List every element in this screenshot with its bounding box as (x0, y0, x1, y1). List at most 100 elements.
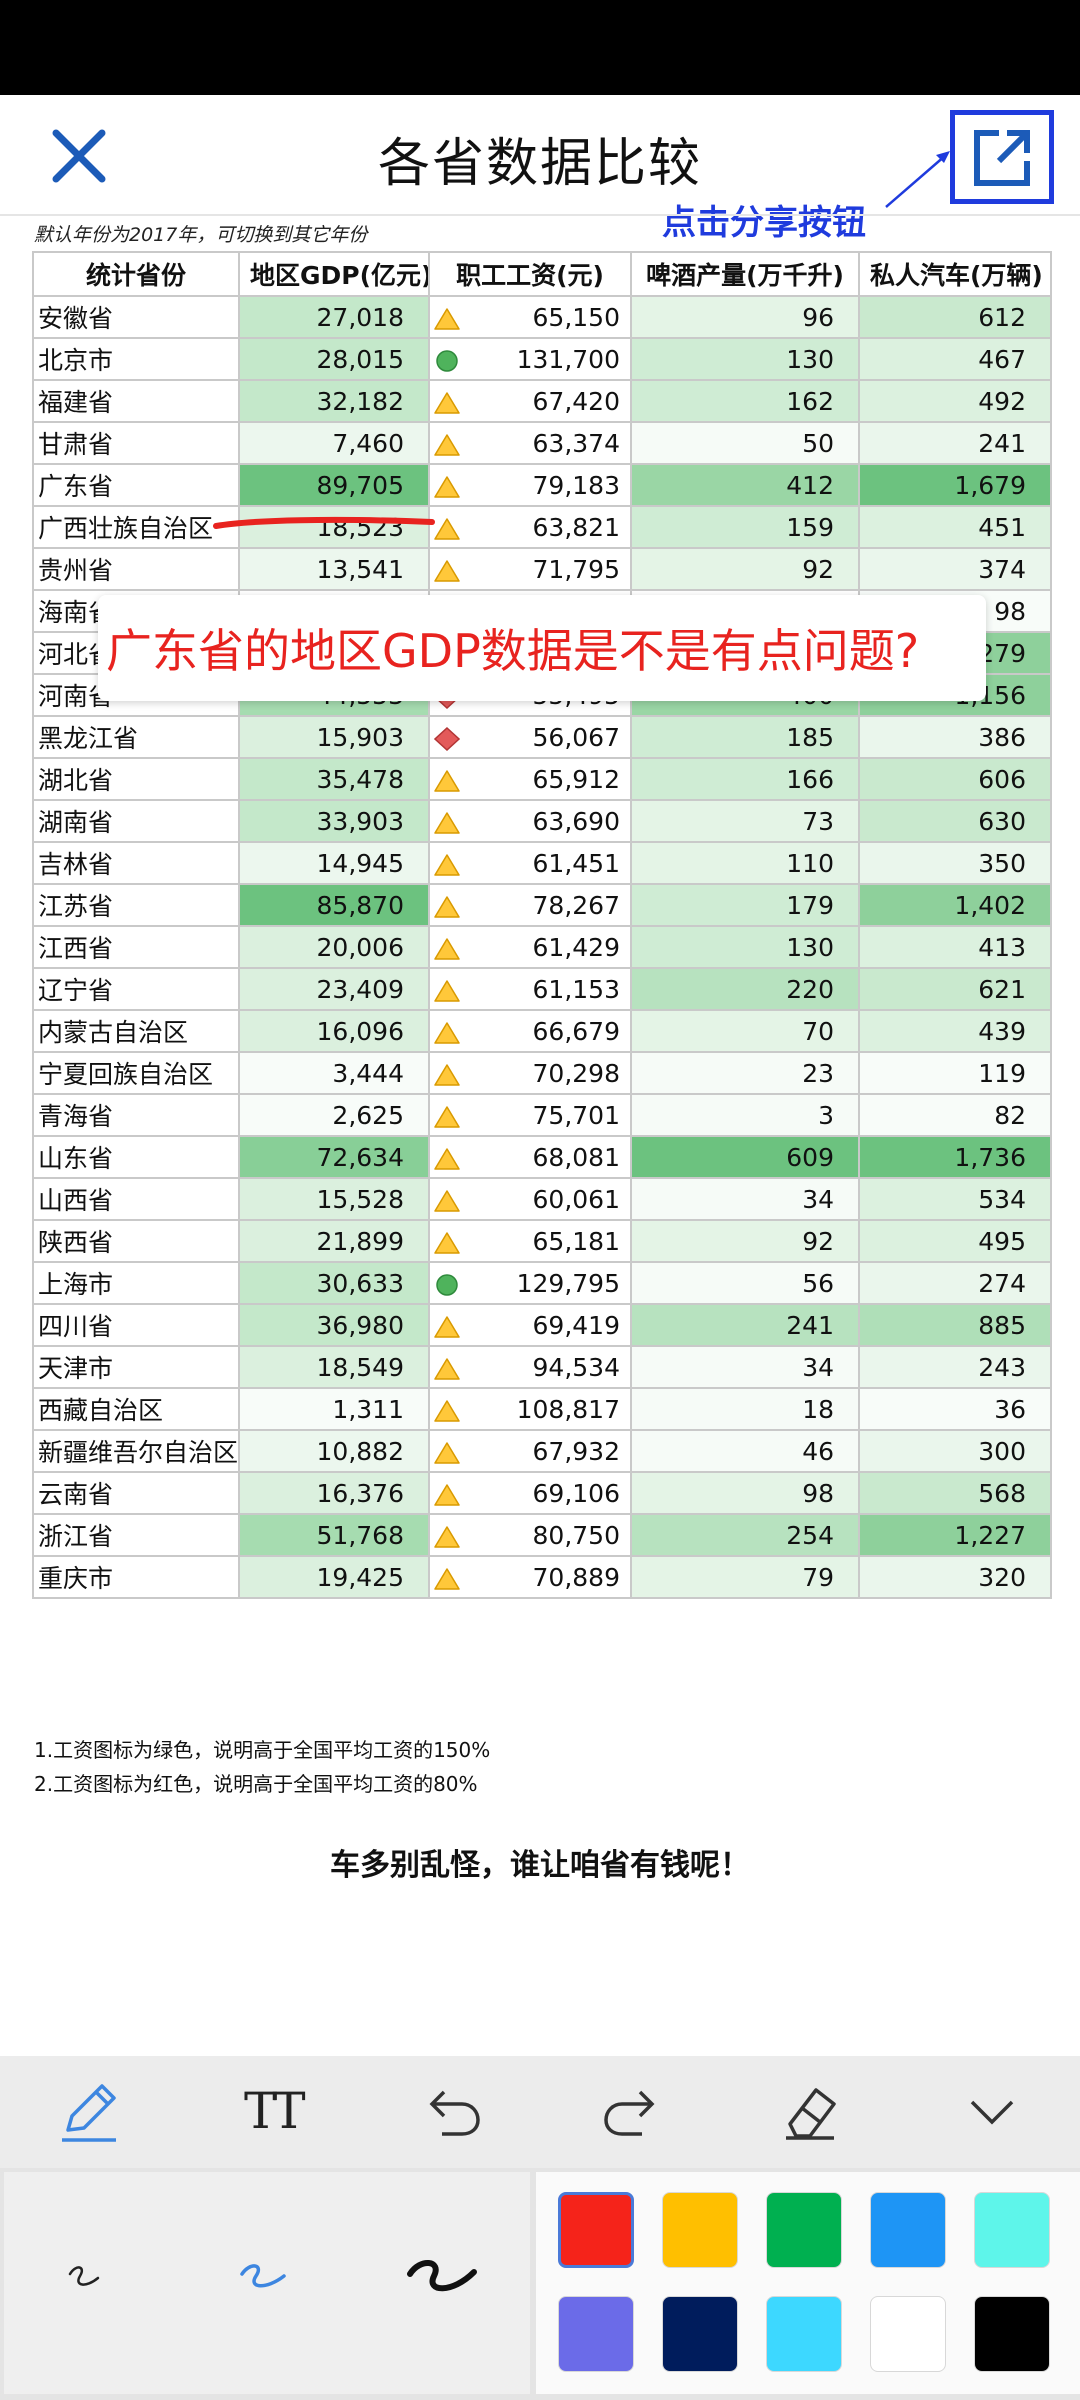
eraser-icon (786, 2088, 836, 2140)
cars-value: 82 (858, 1093, 1052, 1137)
beer-value: 166 (630, 757, 860, 801)
beer-value: 159 (630, 505, 860, 549)
gdp-value: 15,903 (238, 715, 430, 759)
wage-value: 61,153 (532, 974, 620, 1004)
province-name: 江西省 (32, 925, 240, 969)
wage-cell: 61,451 (428, 841, 632, 885)
wage-cell: 63,690 (428, 799, 632, 843)
warning-triangle-icon (434, 937, 460, 961)
wage-value: 63,821 (532, 512, 620, 542)
table-row: 四川省 36,980 69,419 241 885 (32, 1303, 1052, 1347)
wage-value: 68,081 (532, 1142, 620, 1172)
cars-value: 300 (858, 1429, 1052, 1473)
province-name: 重庆市 (32, 1555, 240, 1599)
cars-value: 386 (858, 715, 1052, 759)
province-name: 天津市 (32, 1345, 240, 1389)
warning-triangle-icon (434, 1483, 460, 1507)
share-button[interactable] (950, 110, 1054, 204)
color-picker (536, 2172, 1080, 2394)
province-name: 辽宁省 (32, 967, 240, 1011)
warning-triangle-icon (434, 895, 460, 919)
warning-triangle-icon (434, 1399, 460, 1423)
wage-value: 75,701 (532, 1100, 620, 1130)
gdp-value: 19,425 (238, 1555, 430, 1599)
wage-value: 65,150 (532, 302, 620, 332)
gdp-value: 32,182 (238, 379, 430, 423)
redo-button[interactable] (596, 2076, 668, 2148)
pen-size-thin[interactable] (46, 2242, 136, 2312)
green-circle-icon (434, 349, 460, 373)
thick-stroke-icon (407, 2260, 477, 2292)
undo-button[interactable] (416, 2076, 488, 2148)
color-swatch[interactable] (558, 2192, 634, 2268)
pencil-tool-button[interactable] (54, 2076, 126, 2148)
table-row: 重庆市 19,425 70,889 79 320 (32, 1555, 1052, 1599)
wage-value: 69,106 (532, 1478, 620, 1508)
cars-value: 606 (858, 757, 1052, 801)
table-header-row: 统计省份 地区GDP(亿元) 职工工资(元) 啤酒产量(万千升) 私人汽车(万辆… (32, 251, 1052, 297)
text-size-icon[interactable]: TT (244, 2082, 306, 2140)
color-swatch[interactable] (662, 2192, 738, 2268)
eraser-button[interactable] (774, 2076, 846, 2148)
color-swatch[interactable] (662, 2296, 738, 2372)
gdp-value: 15,528 (238, 1177, 430, 1221)
wage-cell: 79,183 (428, 463, 632, 507)
beer-value: 46 (630, 1429, 860, 1473)
undo-icon (429, 2090, 480, 2136)
color-swatch[interactable] (974, 2192, 1050, 2268)
color-swatch[interactable] (558, 2296, 634, 2372)
warning-triangle-icon (434, 1441, 460, 1465)
color-swatch[interactable] (870, 2192, 946, 2268)
warning-triangle-icon (434, 1147, 460, 1171)
header-divider (0, 214, 1080, 216)
table-row: 湖南省 33,903 63,690 73 630 (32, 799, 1052, 843)
wage-cell: 131,700 (428, 337, 632, 381)
table-row: 山东省 72,634 68,081 609 1,736 (32, 1135, 1052, 1179)
cars-value: 467 (858, 337, 1052, 381)
province-name: 北京市 (32, 337, 240, 381)
wage-cell: 65,181 (428, 1219, 632, 1263)
cars-value: 612 (858, 295, 1052, 339)
color-swatch[interactable] (974, 2296, 1050, 2372)
province-name: 宁夏回族自治区 (32, 1051, 240, 1095)
warning-triangle-icon (434, 1063, 460, 1087)
wage-cell: 78,267 (428, 883, 632, 927)
province-name: 黑龙江省 (32, 715, 240, 759)
color-swatch[interactable] (870, 2296, 946, 2372)
beer-value: 79 (630, 1555, 860, 1599)
collapse-button[interactable] (956, 2076, 1028, 2148)
cars-value: 274 (858, 1261, 1052, 1305)
close-button[interactable] (48, 125, 110, 187)
warning-triangle-icon (434, 1231, 460, 1255)
table-row: 陕西省 21,899 65,181 92 495 (32, 1219, 1052, 1263)
beer-value: 98 (630, 1471, 860, 1515)
warning-triangle-icon (434, 1315, 460, 1339)
gdp-value: 36,980 (238, 1303, 430, 1347)
redo-icon (604, 2090, 655, 2136)
beer-value: 130 (630, 337, 860, 381)
gdp-value: 14,945 (238, 841, 430, 885)
red-underline-mark (212, 512, 438, 538)
pen-size-medium[interactable] (222, 2242, 312, 2312)
wage-value: 69,419 (532, 1310, 620, 1340)
pen-size-thick[interactable] (398, 2242, 488, 2312)
province-name: 西藏自治区 (32, 1387, 240, 1431)
table-body: 安徽省 27,018 65,150 96 612 北京市 28,015 131,700 130 4… (32, 295, 1052, 1599)
gdp-value: 33,903 (238, 799, 430, 843)
gdp-value: 85,870 (238, 883, 430, 927)
beer-value: 34 (630, 1177, 860, 1221)
gdp-value: 30,633 (238, 1261, 430, 1305)
color-swatch[interactable] (766, 2192, 842, 2268)
wage-value: 63,690 (532, 806, 620, 836)
province-name: 浙江省 (32, 1513, 240, 1557)
beer-value: 23 (630, 1051, 860, 1095)
table-row: 云南省 16,376 69,106 98 568 (32, 1471, 1052, 1515)
cars-value: 451 (858, 505, 1052, 549)
gdp-value: 1,311 (238, 1387, 430, 1431)
beer-value: 50 (630, 421, 860, 465)
wage-value: 108,817 (516, 1394, 620, 1424)
table-row: 江西省 20,006 61,429 130 413 (32, 925, 1052, 969)
beer-value: 162 (630, 379, 860, 423)
color-swatch[interactable] (766, 2296, 842, 2372)
drawing-toolbar: TT (0, 2056, 1080, 2168)
